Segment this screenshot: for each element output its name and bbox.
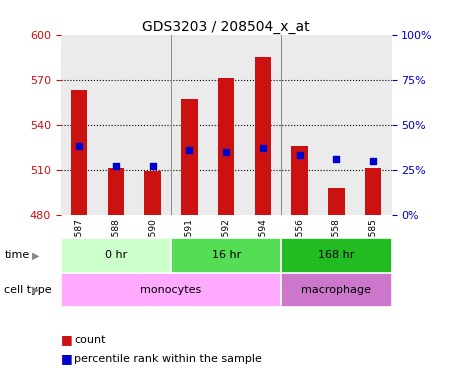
Point (186, 147, 193, 153)
Text: cell type: cell type (4, 285, 52, 295)
Bar (171, 35, 208, 215)
Text: monocytes: monocytes (140, 285, 202, 295)
Bar (281, 273, 392, 307)
Bar (108, 169, 124, 215)
Text: ■: ■ (61, 333, 72, 346)
Text: macrophage: macrophage (302, 285, 371, 295)
Bar (171, 238, 281, 273)
Text: ▶: ▶ (32, 285, 39, 295)
Bar (355, 35, 392, 215)
Point (296, 152, 303, 159)
Bar (281, 238, 392, 273)
Bar (61, 273, 281, 307)
Point (112, 163, 120, 169)
Title: GDS3203 / 208504_x_at: GDS3203 / 208504_x_at (142, 20, 310, 33)
Point (369, 158, 377, 164)
Bar (98, 35, 134, 215)
Point (222, 149, 230, 155)
Text: 168 hr: 168 hr (318, 250, 355, 260)
Bar (365, 169, 382, 215)
Bar (318, 35, 355, 215)
Text: count: count (74, 335, 106, 345)
Bar (208, 35, 244, 215)
Bar (291, 146, 308, 215)
Bar (134, 35, 171, 215)
Bar (244, 35, 281, 215)
Point (259, 145, 266, 151)
Text: percentile rank within the sample: percentile rank within the sample (74, 354, 262, 364)
Text: 16 hr: 16 hr (212, 250, 241, 260)
Bar (181, 99, 198, 215)
Bar (61, 35, 98, 215)
Text: ▶: ▶ (32, 250, 39, 260)
Bar (61, 238, 171, 273)
Text: 0 hr: 0 hr (105, 250, 127, 260)
Point (76, 143, 83, 149)
Bar (281, 35, 318, 215)
Text: time: time (4, 250, 30, 260)
Bar (144, 171, 161, 215)
Bar (255, 57, 271, 215)
Point (149, 163, 156, 169)
Text: ■: ■ (61, 353, 72, 366)
Bar (218, 78, 234, 215)
Point (333, 156, 340, 162)
Bar (328, 188, 345, 215)
Bar (71, 90, 87, 215)
